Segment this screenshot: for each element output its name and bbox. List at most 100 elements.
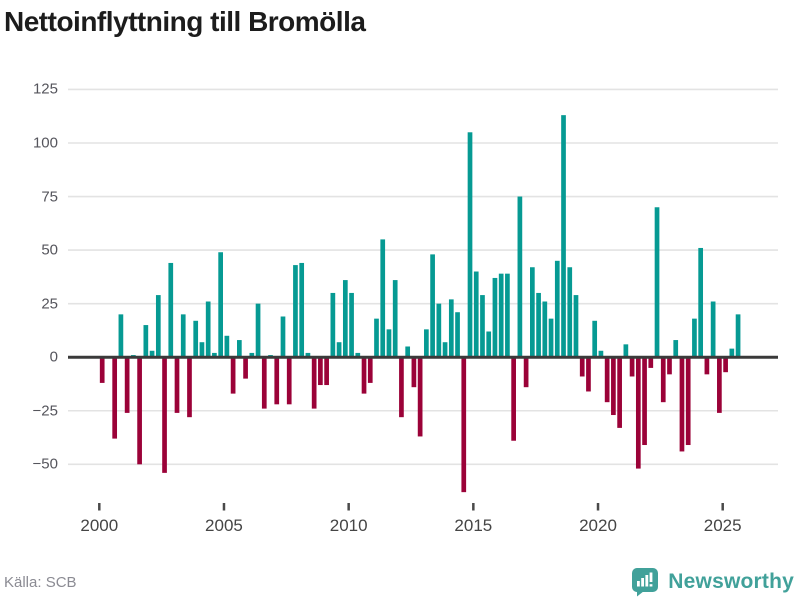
y-axis-label: −25 <box>32 402 58 420</box>
bar <box>698 247 704 358</box>
bar <box>336 342 342 358</box>
bar <box>573 295 579 358</box>
bar <box>374 318 379 358</box>
bar <box>112 357 118 439</box>
bar <box>648 357 654 368</box>
bar <box>448 299 454 358</box>
bar <box>286 357 292 405</box>
bar <box>399 357 404 418</box>
bar <box>430 254 435 358</box>
bar <box>193 320 199 358</box>
bar <box>480 295 485 358</box>
y-axis-label: 100 <box>32 134 58 152</box>
bar <box>405 346 411 358</box>
newsworthy-logo[interactable]: Newsworthy <box>630 566 794 597</box>
bar <box>149 350 155 358</box>
bar <box>498 273 504 358</box>
bar <box>442 342 448 358</box>
bar <box>249 352 255 358</box>
bar <box>660 357 666 403</box>
bar <box>505 273 510 358</box>
bar <box>635 357 641 469</box>
bar-chart-speech-bubble-icon <box>632 568 659 597</box>
page-title: Nettoinflyttning till Bromölla <box>4 6 366 37</box>
bar <box>361 357 367 394</box>
bar <box>735 314 741 358</box>
bar <box>137 357 142 465</box>
bar <box>717 357 722 413</box>
bar <box>305 352 311 358</box>
bar <box>654 207 660 358</box>
bar <box>436 303 442 358</box>
bar <box>380 239 386 358</box>
bar <box>567 267 573 358</box>
bar <box>367 357 373 383</box>
bar <box>212 352 217 358</box>
bar <box>162 357 167 473</box>
bar <box>124 357 130 413</box>
bar <box>280 316 286 358</box>
bar <box>417 357 423 437</box>
bar <box>729 348 735 358</box>
bar <box>667 357 672 375</box>
bar <box>473 271 479 358</box>
bar <box>205 301 211 358</box>
bar <box>629 357 635 377</box>
bar <box>492 277 498 358</box>
y-axis-label: 75 <box>41 188 58 206</box>
bar <box>554 260 560 358</box>
bar <box>530 267 535 358</box>
bar <box>424 329 429 358</box>
bar <box>523 357 529 388</box>
bar <box>642 357 647 446</box>
bar <box>386 329 392 358</box>
bar <box>237 340 242 358</box>
x-axis-label: 2005 <box>205 516 243 535</box>
bar <box>561 115 566 358</box>
bar <box>486 331 492 358</box>
bar <box>318 357 323 386</box>
bar <box>255 303 261 358</box>
bar <box>342 280 348 358</box>
bar <box>155 295 161 358</box>
bar <box>243 357 248 379</box>
bar <box>168 262 174 358</box>
bar <box>180 314 186 358</box>
bar <box>710 301 716 358</box>
bar <box>536 292 541 358</box>
y-axis-label: 0 <box>49 348 58 366</box>
newsworthy-logo-text: Newsworthy <box>668 569 794 593</box>
bar <box>118 314 124 358</box>
bar <box>461 357 467 493</box>
bar <box>692 318 697 358</box>
bar <box>673 340 679 358</box>
bar <box>542 301 548 358</box>
bar <box>704 357 710 375</box>
bar <box>199 342 205 358</box>
bar <box>598 350 604 358</box>
bar <box>455 312 460 358</box>
bar <box>548 318 554 358</box>
bar <box>392 280 398 358</box>
bar <box>355 352 361 358</box>
bar <box>349 292 354 358</box>
bar <box>143 325 149 358</box>
bar <box>311 357 317 409</box>
y-axis-label: 50 <box>41 241 58 259</box>
x-axis-label: 2020 <box>579 516 617 535</box>
bar <box>274 357 280 405</box>
bar <box>623 344 629 358</box>
bar <box>230 357 236 394</box>
bar <box>224 335 230 358</box>
bar <box>586 357 591 392</box>
bar <box>293 265 298 358</box>
bar <box>685 357 691 446</box>
x-axis-label: 2000 <box>80 516 119 535</box>
y-axis-label: −50 <box>32 455 58 473</box>
y-axis-label: 125 <box>32 80 58 98</box>
x-axis-label: 2015 <box>454 516 493 535</box>
bar <box>187 357 192 418</box>
bar <box>604 357 610 403</box>
